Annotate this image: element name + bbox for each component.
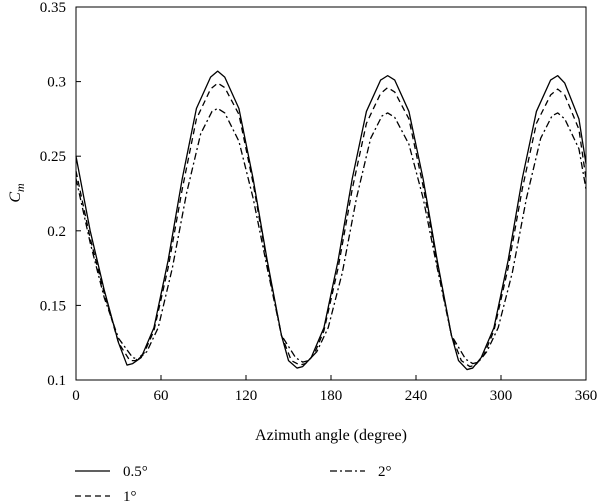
x-tick-label-4: 240 bbox=[405, 388, 428, 404]
x-tick-label-6: 360 bbox=[575, 388, 598, 404]
x-tick-label-1: 60 bbox=[154, 388, 169, 404]
y-tick-label-4: 0.3 bbox=[47, 75, 66, 91]
y-tick-label-5: 0.35 bbox=[40, 0, 66, 16]
y-axis-title: Cm bbox=[7, 183, 27, 203]
series-line-2 bbox=[75, 107, 587, 365]
x-tick-label-3: 180 bbox=[320, 388, 343, 404]
legend: 0.5° 1° 2° bbox=[75, 464, 392, 504]
y-tick-label-3: 0.25 bbox=[40, 149, 66, 165]
ticks-layer: 0 60 120 180 240 300 360 0.1 0.15 0.2 0.25 0.3 0.35 bbox=[40, 0, 598, 404]
x-tick-label-2: 120 bbox=[235, 388, 258, 404]
x-tick-label-0: 0 bbox=[72, 388, 80, 404]
x-axis-title: Azimuth angle (degree) bbox=[255, 427, 407, 444]
series-line-1 bbox=[75, 82, 587, 368]
legend-label-0: 0.5° bbox=[123, 464, 148, 480]
series-layer bbox=[75, 70, 587, 371]
y-tick-label-1: 0.15 bbox=[40, 298, 66, 314]
legend-label-1: 1° bbox=[123, 489, 137, 504]
x-tick-label-5: 300 bbox=[490, 388, 513, 404]
y-tick-label-0: 0.1 bbox=[47, 373, 66, 389]
legend-label-2: 2° bbox=[378, 464, 392, 480]
y-tick-label-2: 0.2 bbox=[47, 224, 66, 240]
y-axis-title-main: C bbox=[7, 192, 24, 203]
y-axis-title-sub: m bbox=[13, 183, 27, 192]
series-line-0 bbox=[75, 70, 587, 371]
plot-frame bbox=[75, 6, 587, 381]
